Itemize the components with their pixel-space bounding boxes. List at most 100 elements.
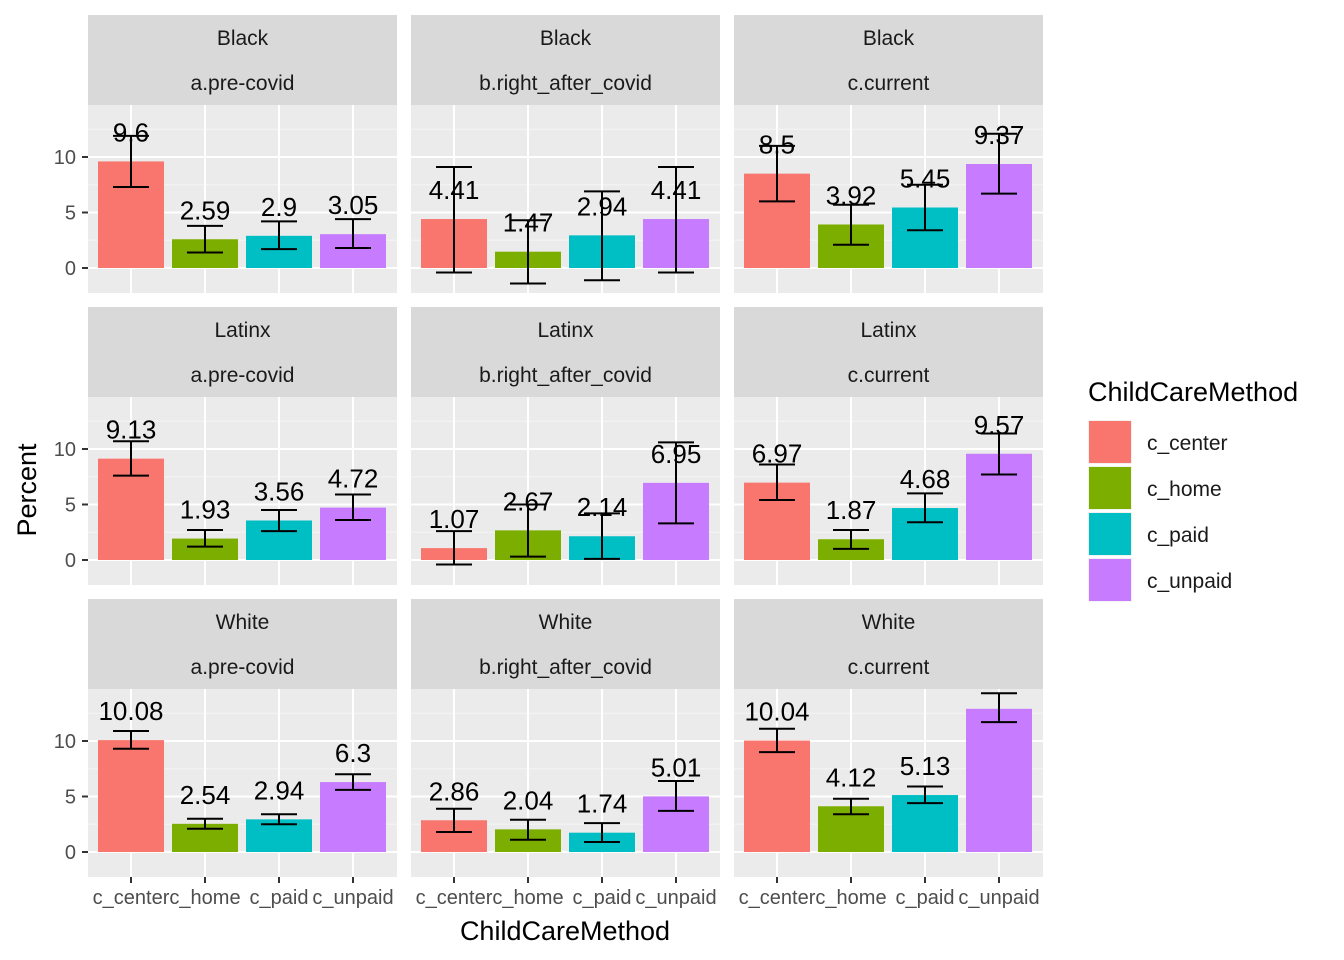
facet-strip-row-label: Black [217,27,269,50]
facet-strip-col [411,352,720,397]
panel-marks: 4.41 1.47 2.94 4.41 [421,165,709,285]
facet-strip-col [411,60,720,105]
facet-panel: Latinx c.current 6.97 1.87 4.68 9.57 [734,307,1043,585]
panel-marks: 9.6 2.59 2.9 3.05 [98,117,386,268]
y-tick-label: 10 [54,731,76,753]
facet-strip-col [411,644,720,689]
bar-value-label: 2.67 [503,486,554,516]
bar-value-label: 3.92 [826,180,877,210]
bar-value-label: 9.37 [974,120,1025,150]
facet-panel: White c.current 10.04 4.12 5.13 c_center c_hom… [734,599,1043,909]
bar-value-label: 6.95 [651,439,702,469]
facet-strip-row [734,599,1043,644]
y-tick-label: 0 [65,842,76,864]
y-tick-label: 10 [54,439,76,461]
bar-value-label: 2.94 [254,775,305,805]
facet-strip-col-label: b.right_after_covid [479,364,652,387]
x-tick-label: c_unpaid [958,887,1039,909]
panel-marks: 2.86 2.04 1.74 5.01 [421,752,709,852]
facet-strip-row-label: Latinx [214,319,271,342]
bar-value-label: 10.08 [98,696,163,726]
y-tick-label: 5 [65,787,76,809]
facet-strip-row-label: Black [863,27,915,50]
legend-label-c_unpaid: c_unpaid [1147,570,1232,593]
facet-strip-col-label: c.current [848,656,930,679]
facet-strip-row [411,599,720,644]
facet-strip-col-label: c.current [848,364,930,387]
y-tick-label: 0 [65,258,76,280]
y-axis-title: Percent [12,443,42,537]
facet-strip-row [88,599,397,644]
facet-strip-col-label: b.right_after_covid [479,72,652,95]
bar-value-label: 5.13 [900,751,951,781]
panel-marks: 9.13 1.93 3.56 4.72 [98,415,386,560]
x-tick-label: c_paid [250,887,309,909]
x-tick-label: c_center [93,887,170,909]
facet-strip-row [88,307,397,352]
x-tick-label: c_paid [573,887,632,909]
bar-value-label: 1.87 [826,495,877,525]
facet-strip-col [734,352,1043,397]
facet-strip-row [411,15,720,60]
bar-value-label: 2.54 [180,780,231,810]
legend-title: ChildCareMethod [1088,377,1298,407]
facet-strip-col-label: a.pre-covid [191,364,295,387]
facet-strip-col-label: a.pre-covid [191,656,295,679]
facet-strip-row [88,15,397,60]
bar-value-label: 2.14 [577,492,628,522]
bar-value-label: 8.5 [759,130,795,160]
bar-value-label: 4.68 [900,464,951,494]
legend-key-c_center [1089,421,1131,463]
bar-value-label: 6.3 [335,738,371,768]
facet-strip-col-label: c.current [848,72,930,95]
facet-strip-col [734,644,1043,689]
panel-marks: 10.08 2.54 2.94 6.3 [98,696,386,852]
facet-strip-col [88,352,397,397]
bar-value-label: 10.04 [744,697,809,727]
bar-value-label: 9.6 [113,117,149,147]
facet-panel: White a.pre-covid 10.08 2.54 2.94 6.3 0 5 10 c_ce… [54,599,397,909]
facet-strip-col-label: b.right_after_covid [479,656,652,679]
bar-value-label: 2.9 [261,192,297,222]
bar-value-label: 9.13 [106,415,157,445]
bar-c_paid [892,795,958,852]
legend-key-c_home [1089,467,1131,509]
bar-c_center [744,740,810,852]
bar-value-label: 1.47 [503,208,554,238]
facet-strip-row [411,307,720,352]
facet-panel: Black c.current 8.5 3.92 5.45 9.37 [734,15,1043,293]
bar-value-label: 3.56 [254,476,305,506]
facet-strip-row-label: Latinx [860,319,917,342]
y-tick-label: 0 [65,550,76,572]
bar-value-label: 4.72 [328,464,379,494]
y-tick-label: 5 [65,203,76,225]
bar-value-label: 2.86 [429,776,480,806]
facet-strip-row [734,15,1043,60]
bar-value-label: 1.93 [180,495,231,525]
bar-value-label: 6.97 [752,439,803,469]
bar-value-label: 1.07 [429,504,480,534]
bar-value-label: 2.59 [180,195,231,225]
facet-strip-col [88,644,397,689]
facet-panel: White b.right_after_covid 2.86 2.04 1.74 5.01… [411,599,720,909]
bar-value-label: 9.57 [974,410,1025,440]
x-tick-label: c_paid [896,887,955,909]
y-tick-label: 5 [65,495,76,517]
facet-strip-row-label: Latinx [537,319,594,342]
x-axis-title: ChildCareMethod [460,916,670,946]
bar-c_center [98,740,164,852]
facet-strip-row-label: White [539,611,593,634]
legend-label-c_paid: c_paid [1147,524,1209,547]
facet-strip-col [88,60,397,105]
bar-c_home [172,538,238,560]
x-tick-label: c_home [492,887,563,909]
panel-marks: 10.04 4.12 5.13 [744,692,1032,852]
y-tick-label: 10 [54,147,76,169]
legend: ChildCareMethod c_center c_home c_paid c_unp… [1088,377,1298,602]
legend-key-c_unpaid [1089,559,1131,601]
bar-value-label: 5.01 [651,752,702,782]
x-tick-label: c_unpaid [635,887,716,909]
bar-value-label: 5.45 [900,164,951,194]
legend-label-c_center: c_center [1147,432,1228,455]
